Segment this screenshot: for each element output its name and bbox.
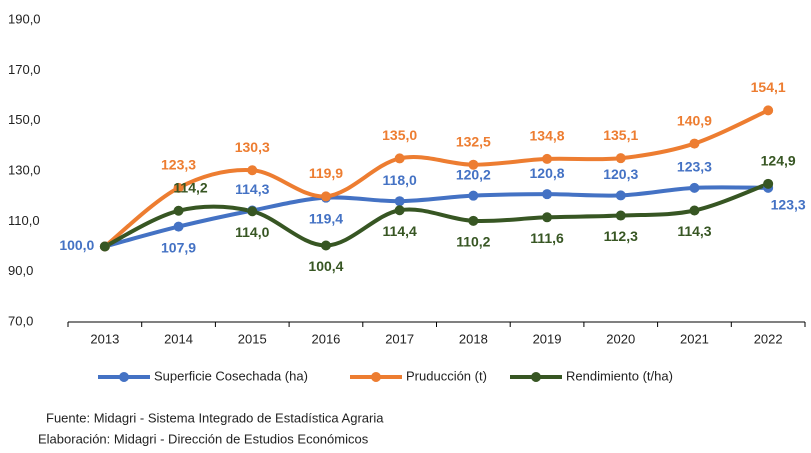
x-tick-label: 2017 xyxy=(385,331,414,346)
value-label: 123,3 xyxy=(161,157,196,173)
legend-marker xyxy=(371,372,381,382)
value-label: 114,3 xyxy=(235,181,269,197)
x-tick-label: 2021 xyxy=(680,331,709,346)
point xyxy=(247,165,258,176)
x-tick-label: 2018 xyxy=(459,331,488,346)
value-label: 123,3 xyxy=(771,197,806,213)
value-label: 130,3 xyxy=(235,139,270,155)
x-tick-label: 2022 xyxy=(754,331,783,346)
point xyxy=(542,189,553,200)
point xyxy=(615,190,626,201)
point xyxy=(615,153,626,164)
value-label: 124,9 xyxy=(761,153,796,169)
point xyxy=(615,210,626,221)
point xyxy=(542,153,553,164)
x-tick-label: 2013 xyxy=(90,331,119,346)
value-label: 123,3 xyxy=(677,159,712,175)
point xyxy=(394,196,405,207)
value-label: 114,4 xyxy=(383,223,417,239)
value-label: 120,3 xyxy=(603,166,638,182)
value-label: 140,9 xyxy=(677,112,712,128)
legend-marker xyxy=(119,372,129,382)
value-label: 110,2 xyxy=(456,234,490,250)
value-label: 154,1 xyxy=(751,79,786,95)
legend-label: Superficie Cosechada (ha) xyxy=(154,368,308,383)
y-tick-label: 130,0 xyxy=(8,162,41,177)
value-label: 100,0 xyxy=(59,237,94,253)
point xyxy=(394,205,405,216)
point xyxy=(320,240,331,251)
point xyxy=(394,153,405,164)
point xyxy=(542,212,553,223)
point xyxy=(247,206,258,217)
source-note: Fuente: Midagri - Sistema Integrado de E… xyxy=(46,410,384,425)
point xyxy=(320,191,331,202)
point xyxy=(173,221,184,232)
value-label: 111,6 xyxy=(530,230,564,246)
y-tick-label: 110,0 xyxy=(8,213,40,228)
y-tick-label: 170,0 xyxy=(8,62,41,77)
value-label: 132,5 xyxy=(456,133,491,149)
point xyxy=(468,190,479,201)
x-tick-label: 2014 xyxy=(164,331,193,346)
value-label: 114,3 xyxy=(677,223,711,239)
value-label: 114,0 xyxy=(235,224,269,240)
y-tick-label: 70,0 xyxy=(8,313,33,328)
legend-marker xyxy=(531,372,541,382)
point xyxy=(689,182,700,193)
point xyxy=(173,205,184,216)
y-tick-label: 150,0 xyxy=(8,112,41,127)
legend-label: Pruducción (t) xyxy=(406,368,487,383)
credit-note: Elaboración: Midagri - Dirección de Estu… xyxy=(38,431,369,446)
value-label: 134,8 xyxy=(530,128,565,144)
value-label: 135,1 xyxy=(603,127,638,143)
series-line xyxy=(104,185,769,249)
y-tick-label: 90,0 xyxy=(8,263,33,278)
point xyxy=(468,159,479,170)
point xyxy=(468,215,479,226)
point xyxy=(689,138,700,149)
value-label: 100,4 xyxy=(308,258,343,274)
value-label: 114,2 xyxy=(173,179,207,195)
x-tick-label: 2019 xyxy=(533,331,562,346)
value-label: 119,4 xyxy=(309,210,343,226)
value-label: 120,2 xyxy=(456,166,491,182)
point xyxy=(763,178,774,189)
value-label: 135,0 xyxy=(382,127,417,143)
point xyxy=(99,241,110,252)
point xyxy=(763,105,774,116)
point xyxy=(689,205,700,216)
value-label: 118,0 xyxy=(383,172,417,188)
x-tick-label: 2015 xyxy=(238,331,267,346)
x-tick-label: 2020 xyxy=(606,331,635,346)
value-label: 120,8 xyxy=(530,165,565,181)
legend-label: Rendimiento (t/ha) xyxy=(566,368,673,383)
x-tick-label: 2016 xyxy=(311,331,340,346)
series-line xyxy=(103,108,769,249)
value-label: 107,9 xyxy=(161,239,196,255)
value-label: 119,9 xyxy=(309,165,343,181)
value-label: 112,3 xyxy=(604,228,638,244)
y-tick-label: 190,0 xyxy=(8,11,41,26)
point xyxy=(173,182,184,193)
series-line xyxy=(103,181,769,249)
